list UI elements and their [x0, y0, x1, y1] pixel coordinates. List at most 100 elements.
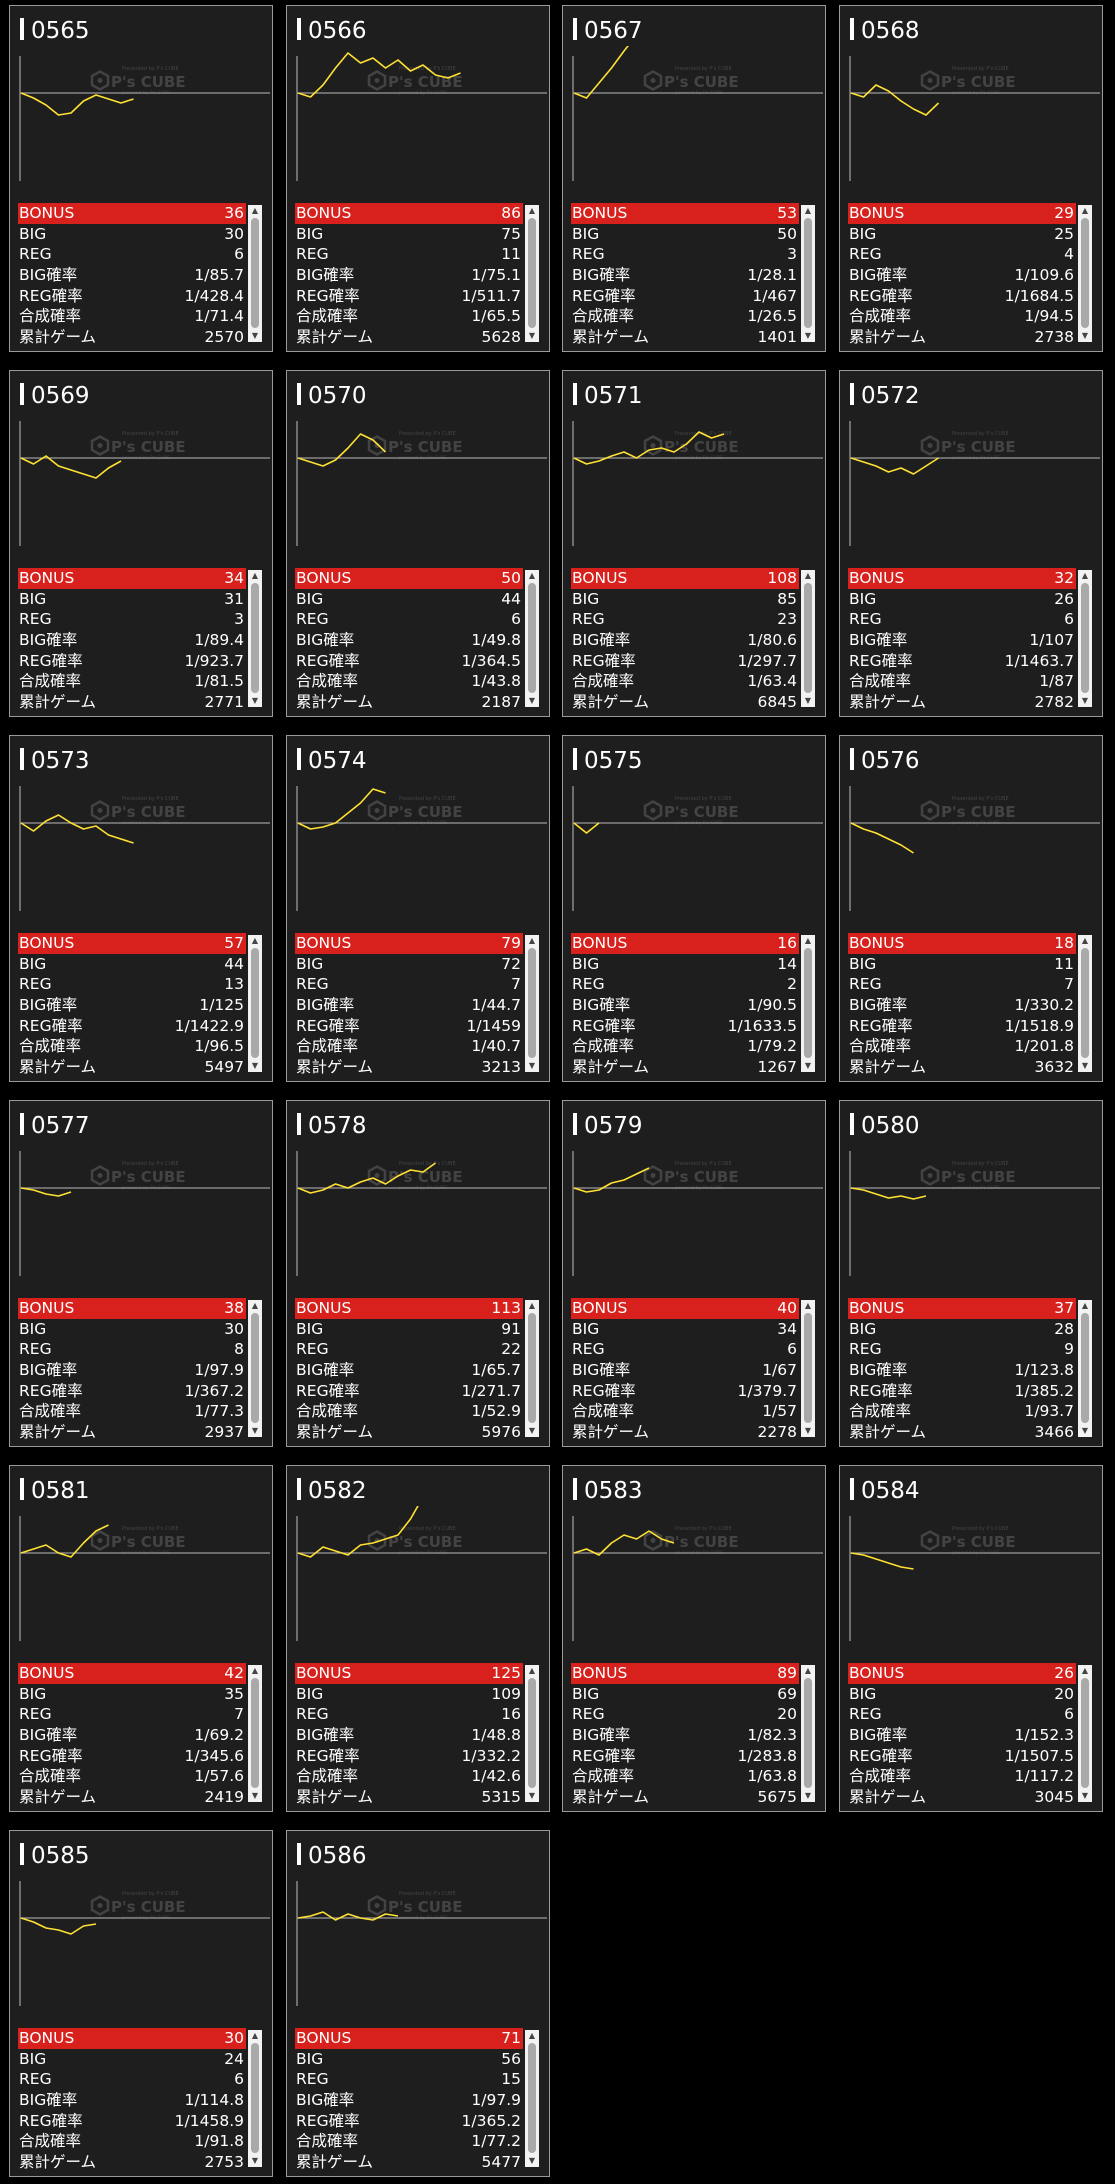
- machine-card-0571[interactable]: 0571 Presented by P's CUBE P's CUBE powe…: [562, 370, 826, 717]
- machine-card-0580[interactable]: 0580 Presented by P's CUBE P's CUBE powe…: [839, 1100, 1103, 1447]
- scroll-up-arrow-icon[interactable]: ▲: [1081, 206, 1089, 215]
- scroll-up-arrow-icon[interactable]: ▲: [528, 571, 536, 580]
- stats-scrollbar[interactable]: ▲ ▼: [1078, 1665, 1092, 1802]
- scroll-down-arrow-icon[interactable]: ▼: [1081, 1061, 1089, 1070]
- scroll-down-arrow-icon[interactable]: ▼: [251, 1791, 259, 1800]
- machine-number[interactable]: 0584: [861, 1478, 920, 1504]
- scroll-thumb[interactable]: [251, 1313, 259, 1423]
- scroll-down-arrow-icon[interactable]: ▼: [251, 696, 259, 705]
- scroll-thumb[interactable]: [804, 583, 812, 693]
- scroll-thumb[interactable]: [1081, 218, 1089, 328]
- machine-number[interactable]: 0580: [861, 1113, 920, 1139]
- scroll-down-arrow-icon[interactable]: ▼: [528, 2156, 536, 2165]
- machine-number[interactable]: 0581: [31, 1478, 90, 1504]
- stats-scrollbar[interactable]: ▲ ▼: [248, 570, 262, 707]
- machine-card-0577[interactable]: 0577 Presented by P's CUBE P's CUBE powe…: [9, 1100, 273, 1447]
- scroll-up-arrow-icon[interactable]: ▲: [1081, 571, 1089, 580]
- machine-card-0567[interactable]: 0567 Presented by P's CUBE P's CUBE powe…: [562, 5, 826, 352]
- machine-number[interactable]: 0567: [584, 18, 643, 44]
- scroll-thumb[interactable]: [528, 2043, 536, 2153]
- machine-card-0569[interactable]: 0569 Presented by P's CUBE P's CUBE powe…: [9, 370, 273, 717]
- machine-card-0586[interactable]: 0586 Presented by P's CUBE P's CUBE powe…: [286, 1830, 550, 2177]
- scroll-up-arrow-icon[interactable]: ▲: [1081, 1301, 1089, 1310]
- machine-number[interactable]: 0583: [584, 1478, 643, 1504]
- scroll-down-arrow-icon[interactable]: ▼: [804, 1061, 812, 1070]
- scroll-down-arrow-icon[interactable]: ▼: [251, 331, 259, 340]
- scroll-thumb[interactable]: [804, 1313, 812, 1423]
- machine-card-0575[interactable]: 0575 Presented by P's CUBE P's CUBE powe…: [562, 735, 826, 1082]
- machine-card-0579[interactable]: 0579 Presented by P's CUBE P's CUBE powe…: [562, 1100, 826, 1447]
- machine-card-0566[interactable]: 0566 Presented by P's CUBE P's CUBE powe…: [286, 5, 550, 352]
- machine-card-0576[interactable]: 0576 Presented by P's CUBE P's CUBE powe…: [839, 735, 1103, 1082]
- stats-scrollbar[interactable]: ▲ ▼: [248, 1665, 262, 1802]
- machine-number[interactable]: 0577: [31, 1113, 90, 1139]
- machine-card-0584[interactable]: 0584 Presented by P's CUBE P's CUBE powe…: [839, 1465, 1103, 1812]
- scroll-down-arrow-icon[interactable]: ▼: [528, 1791, 536, 1800]
- machine-number[interactable]: 0574: [308, 748, 367, 774]
- scroll-thumb[interactable]: [251, 2043, 259, 2153]
- scroll-down-arrow-icon[interactable]: ▼: [251, 1061, 259, 1070]
- scroll-thumb[interactable]: [251, 948, 259, 1058]
- machine-number[interactable]: 0573: [31, 748, 90, 774]
- scroll-thumb[interactable]: [251, 1678, 259, 1788]
- machine-card-0585[interactable]: 0585 Presented by P's CUBE P's CUBE powe…: [9, 1830, 273, 2177]
- scroll-down-arrow-icon[interactable]: ▼: [1081, 331, 1089, 340]
- machine-card-0565[interactable]: 0565 Presented by P's CUBE P's CUBE powe…: [9, 5, 273, 352]
- scroll-down-arrow-icon[interactable]: ▼: [1081, 1791, 1089, 1800]
- stats-scrollbar[interactable]: ▲ ▼: [1078, 205, 1092, 342]
- stats-scrollbar[interactable]: ▲ ▼: [248, 1300, 262, 1437]
- scroll-thumb[interactable]: [251, 218, 259, 328]
- scroll-down-arrow-icon[interactable]: ▼: [528, 331, 536, 340]
- stats-scrollbar[interactable]: ▲ ▼: [1078, 570, 1092, 707]
- scroll-thumb[interactable]: [1081, 1313, 1089, 1423]
- stats-scrollbar[interactable]: ▲ ▼: [525, 935, 539, 1072]
- scroll-down-arrow-icon[interactable]: ▼: [1081, 696, 1089, 705]
- scroll-thumb[interactable]: [804, 948, 812, 1058]
- machine-number[interactable]: 0568: [861, 18, 920, 44]
- scroll-up-arrow-icon[interactable]: ▲: [251, 2031, 259, 2040]
- machine-number[interactable]: 0586: [308, 1843, 367, 1869]
- scroll-thumb[interactable]: [528, 1313, 536, 1423]
- machine-number[interactable]: 0566: [308, 18, 367, 44]
- scroll-up-arrow-icon[interactable]: ▲: [804, 206, 812, 215]
- scroll-down-arrow-icon[interactable]: ▼: [804, 331, 812, 340]
- stats-scrollbar[interactable]: ▲ ▼: [525, 205, 539, 342]
- scroll-down-arrow-icon[interactable]: ▼: [251, 2156, 259, 2165]
- stats-scrollbar[interactable]: ▲ ▼: [801, 935, 815, 1072]
- scroll-down-arrow-icon[interactable]: ▼: [528, 1426, 536, 1435]
- stats-scrollbar[interactable]: ▲ ▼: [525, 2030, 539, 2167]
- stats-scrollbar[interactable]: ▲ ▼: [1078, 935, 1092, 1072]
- stats-scrollbar[interactable]: ▲ ▼: [801, 1665, 815, 1802]
- stats-scrollbar[interactable]: ▲ ▼: [525, 1300, 539, 1437]
- scroll-down-arrow-icon[interactable]: ▼: [804, 1791, 812, 1800]
- machine-number[interactable]: 0571: [584, 383, 643, 409]
- machine-card-0581[interactable]: 0581 Presented by P's CUBE P's CUBE powe…: [9, 1465, 273, 1812]
- scroll-down-arrow-icon[interactable]: ▼: [1081, 1426, 1089, 1435]
- machine-number[interactable]: 0572: [861, 383, 920, 409]
- scroll-up-arrow-icon[interactable]: ▲: [528, 1301, 536, 1310]
- stats-scrollbar[interactable]: ▲ ▼: [801, 1300, 815, 1437]
- machine-number[interactable]: 0579: [584, 1113, 643, 1139]
- stats-scrollbar[interactable]: ▲ ▼: [525, 570, 539, 707]
- scroll-thumb[interactable]: [251, 583, 259, 693]
- scroll-up-arrow-icon[interactable]: ▲: [528, 936, 536, 945]
- machine-card-0568[interactable]: 0568 Presented by P's CUBE P's CUBE powe…: [839, 5, 1103, 352]
- machine-number[interactable]: 0575: [584, 748, 643, 774]
- scroll-thumb[interactable]: [528, 948, 536, 1058]
- scroll-down-arrow-icon[interactable]: ▼: [528, 696, 536, 705]
- scroll-down-arrow-icon[interactable]: ▼: [528, 1061, 536, 1070]
- machine-card-0578[interactable]: 0578 Presented by P's CUBE P's CUBE powe…: [286, 1100, 550, 1447]
- stats-scrollbar[interactable]: ▲ ▼: [248, 205, 262, 342]
- scroll-down-arrow-icon[interactable]: ▼: [804, 696, 812, 705]
- scroll-up-arrow-icon[interactable]: ▲: [251, 571, 259, 580]
- scroll-up-arrow-icon[interactable]: ▲: [251, 206, 259, 215]
- machine-number[interactable]: 0585: [31, 1843, 90, 1869]
- scroll-up-arrow-icon[interactable]: ▲: [251, 1666, 259, 1675]
- machine-card-0572[interactable]: 0572 Presented by P's CUBE P's CUBE powe…: [839, 370, 1103, 717]
- machine-card-0570[interactable]: 0570 Presented by P's CUBE P's CUBE powe…: [286, 370, 550, 717]
- machine-number[interactable]: 0565: [31, 18, 90, 44]
- stats-scrollbar[interactable]: ▲ ▼: [248, 2030, 262, 2167]
- scroll-up-arrow-icon[interactable]: ▲: [804, 1301, 812, 1310]
- machine-number[interactable]: 0570: [308, 383, 367, 409]
- machine-card-0583[interactable]: 0583 Presented by P's CUBE P's CUBE powe…: [562, 1465, 826, 1812]
